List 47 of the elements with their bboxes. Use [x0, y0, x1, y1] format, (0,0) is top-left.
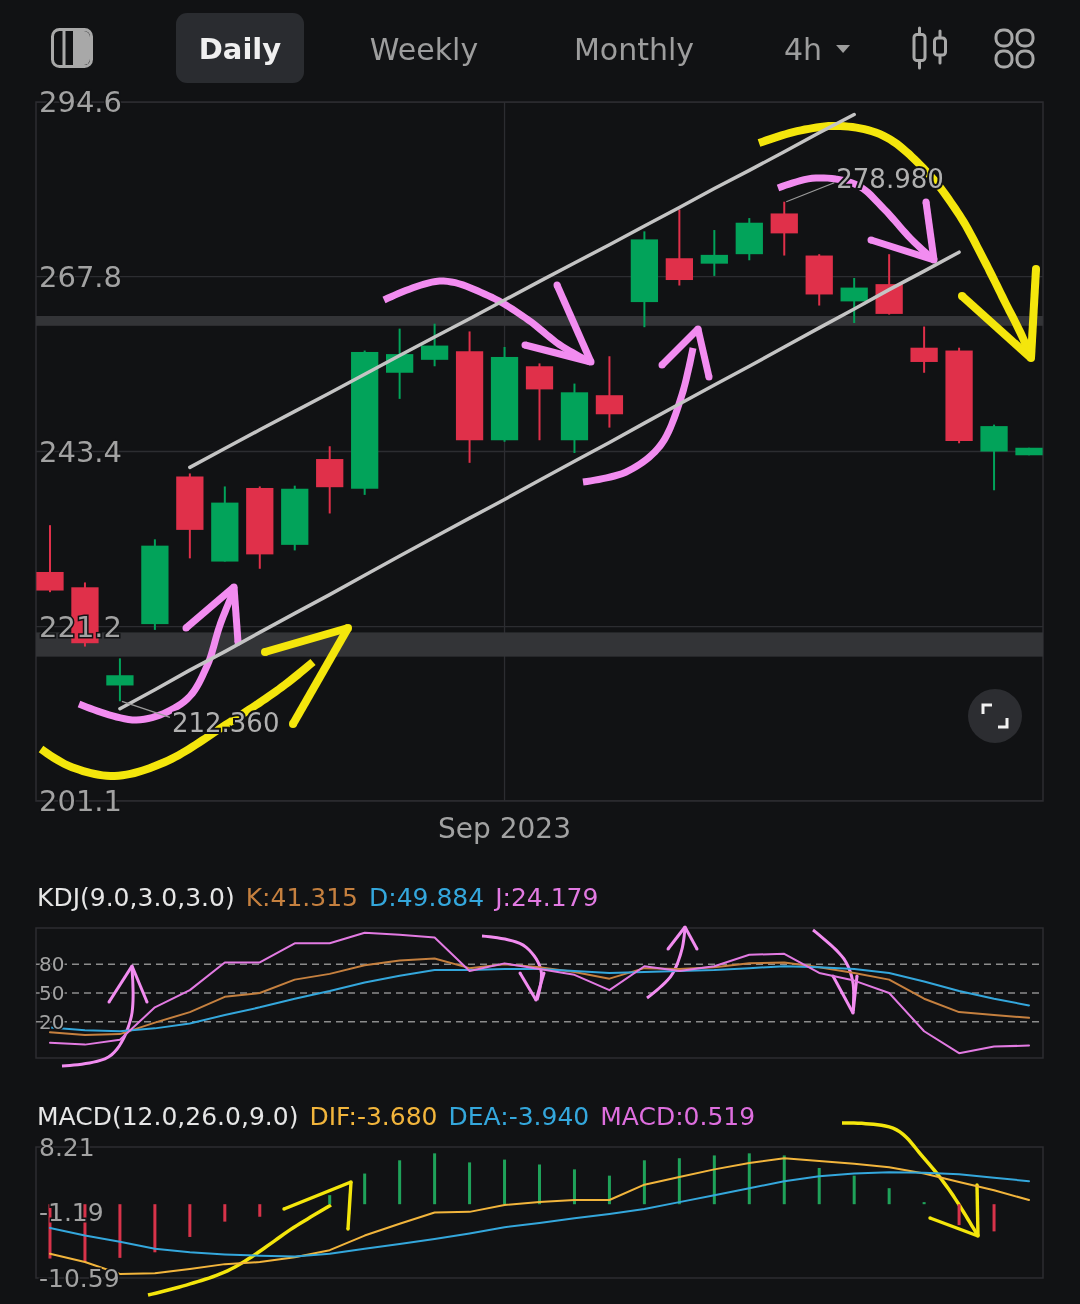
y-tick-label: 50 — [39, 981, 65, 1005]
text: Daily — [198, 32, 282, 66]
y-tick-label: 243.4 — [39, 434, 123, 469]
bar — [957, 1204, 961, 1226]
text: K:41.315 — [245, 882, 358, 912]
bar — [538, 1164, 541, 1205]
bar — [992, 1204, 996, 1232]
bar — [468, 1162, 472, 1205]
bar — [258, 1204, 262, 1217]
bar — [223, 1204, 227, 1222]
x-tick-label: Sep 2023 — [438, 811, 571, 845]
chart-title: KDJ(9.0,3.0,3.0) — [37, 882, 235, 912]
y-tick-label: -10.59 — [39, 1263, 120, 1293]
bar — [118, 1204, 122, 1258]
bar — [642, 1160, 646, 1205]
bar — [398, 1160, 402, 1205]
text: Weekly — [369, 31, 479, 67]
bar — [782, 1155, 786, 1205]
text: DIF:-3.680 — [309, 1101, 438, 1131]
text: Monthly — [573, 31, 695, 67]
bar — [677, 1158, 681, 1205]
bar — [572, 1169, 576, 1205]
bar — [887, 1188, 891, 1205]
y-tick-label: 201.1 — [39, 784, 123, 818]
text: DEA:-3.940 — [448, 1101, 590, 1131]
bar — [363, 1173, 367, 1205]
chart-title: MACD(12.0,26.0,9.0) — [37, 1101, 299, 1131]
bar — [852, 1175, 856, 1205]
bar — [328, 1195, 332, 1205]
text: D:49.884 — [369, 882, 485, 912]
text: 4h — [783, 31, 823, 67]
bar — [153, 1204, 157, 1253]
bar — [433, 1153, 437, 1205]
bar — [503, 1159, 507, 1205]
y-tick-label: 294.6 — [39, 85, 123, 119]
y-tick-label: 8.21 — [39, 1132, 95, 1162]
bar — [607, 1175, 611, 1205]
bar — [747, 1153, 751, 1205]
series-label: MACD:0.519 — [600, 1101, 756, 1131]
text: J:24.179 — [493, 882, 599, 912]
bar — [817, 1167, 821, 1205]
y-tick-label: 80 — [39, 952, 65, 977]
y-tick-label: 267.8 — [39, 259, 123, 294]
bar — [922, 1202, 926, 1205]
bar — [188, 1204, 192, 1237]
candlestick — [700, 229, 728, 277]
bar — [712, 1155, 716, 1205]
